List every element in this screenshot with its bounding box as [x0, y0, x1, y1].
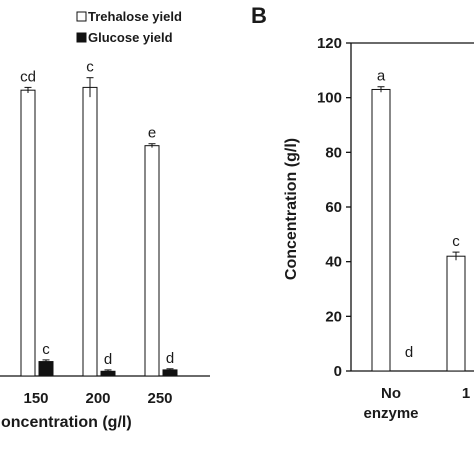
x-tick-label: 250 — [147, 390, 172, 407]
y-tick-label: 20 — [325, 308, 342, 325]
x-tick-label: 1 — [462, 385, 470, 402]
bar — [82, 86, 98, 377]
significance-letter: cd — [20, 68, 36, 85]
legend: Trehalose yield Glucose yield — [76, 9, 182, 45]
significance-letter: c — [42, 341, 50, 358]
significance-letter: c — [452, 233, 460, 250]
significance-letter: d — [166, 350, 174, 367]
panel-b: B 0 20 40 60 80 100 120 No enzyme a d 1 c Concentrat… — [251, 3, 474, 422]
significance-letter: c — [86, 59, 94, 76]
x-tick-label: 150 — [23, 390, 48, 407]
panel-label-b: B — [251, 3, 267, 28]
legend-swatch-trehalose — [76, 11, 87, 22]
x-tick-label: 200 — [85, 390, 110, 407]
bar — [371, 88, 391, 372]
significance-letter: e — [148, 125, 156, 142]
y-tick-label: 80 — [325, 144, 342, 161]
legend-label-glucose: Glucose yield — [88, 30, 173, 45]
y-tick-label: 0 — [334, 363, 342, 380]
bar — [144, 145, 160, 377]
x-tick-label: enzyme — [363, 405, 418, 422]
legend-swatch-glucose — [76, 32, 87, 43]
bar — [20, 89, 36, 377]
y-tick-label: 60 — [325, 199, 342, 216]
significance-letter: d — [104, 351, 112, 368]
plot-area-b: 0 20 40 60 80 100 120 No enzyme a d 1 c — [317, 35, 474, 422]
significance-letter: d — [405, 344, 413, 361]
y-axis-title: Concentration (g/l) — [283, 138, 300, 280]
legend-label-trehalose: Trehalose yield — [88, 9, 182, 24]
panel-a: Trehalose yield Glucose yield 150cdc200c… — [0, 9, 210, 431]
y-tick-label: 100 — [317, 90, 342, 107]
x-axis-title: oncentration (g/l) — [1, 414, 132, 431]
y-tick-label: 120 — [317, 35, 342, 52]
bar — [446, 255, 466, 372]
y-tick-label: 40 — [325, 254, 342, 271]
significance-letter: a — [377, 68, 386, 85]
x-tick-label: No — [381, 385, 401, 402]
bar — [38, 361, 54, 377]
